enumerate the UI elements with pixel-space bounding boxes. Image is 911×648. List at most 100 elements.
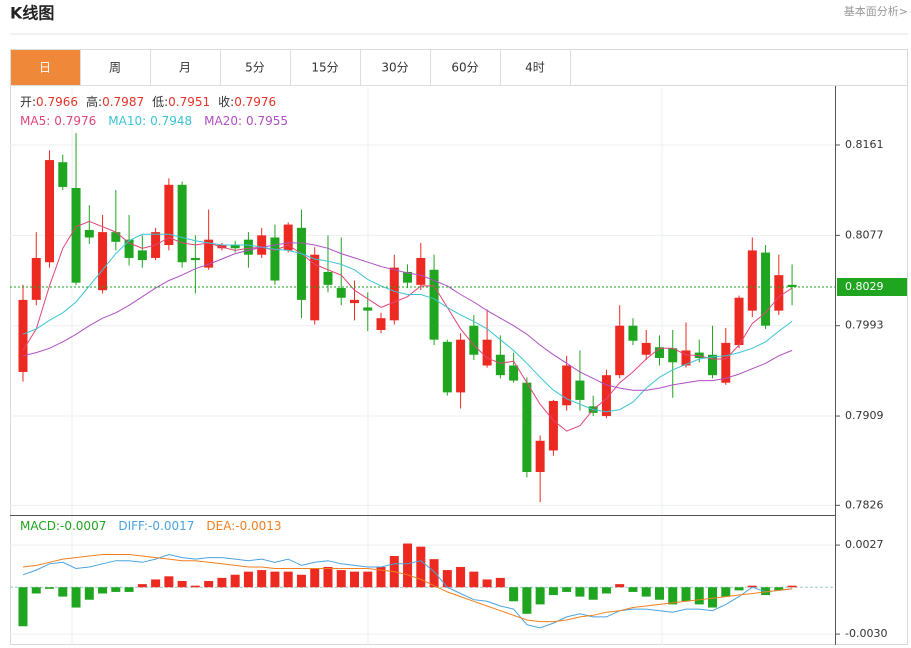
tab-bg[interactable]	[500, 49, 571, 86]
macd-bar	[641, 587, 651, 597]
page-title: K线图	[10, 4, 54, 23]
candle-body	[562, 365, 572, 406]
macd-bar	[535, 587, 545, 605]
candle-body	[522, 382, 532, 472]
macd-bar	[283, 571, 293, 588]
legend-label: MACD:	[20, 519, 60, 533]
legend-value: -0.0013	[235, 519, 281, 533]
tab-label[interactable]: 4时	[525, 61, 545, 75]
tab-label[interactable]: 5分	[245, 61, 265, 75]
macd-bar	[137, 584, 147, 588]
macd-bar	[482, 579, 492, 588]
info-value: 0.7966	[36, 95, 78, 109]
macd-bar	[615, 584, 625, 588]
y-tick-label: 0.7993	[845, 319, 884, 332]
candle-body	[84, 229, 94, 238]
legend-label: MA20:	[204, 114, 242, 128]
candle-body	[177, 184, 187, 263]
info-value: 0.7987	[102, 95, 144, 109]
candle-body	[45, 160, 55, 263]
macd-bar	[243, 571, 253, 588]
tab-bg[interactable]	[290, 49, 361, 86]
y-tick-label: 0.7909	[845, 409, 884, 422]
last-price-box	[837, 277, 907, 296]
candle-body	[641, 342, 651, 355]
candle-body	[469, 325, 479, 355]
macd-bar	[71, 587, 81, 608]
candle-body	[482, 339, 492, 366]
macd-bar	[654, 587, 664, 600]
macd-bar	[84, 587, 94, 600]
macd-bar	[376, 566, 386, 588]
candle-body	[350, 299, 359, 304]
macd-bar	[257, 570, 267, 588]
macd-bar	[124, 587, 134, 592]
candle-body	[31, 257, 41, 300]
labels: 0.78260.79090.79930.80770.81610.8029开:0.…	[20, 94, 907, 640]
macd-bar	[628, 587, 638, 592]
macd-bar	[774, 587, 784, 591]
candle-body	[283, 224, 293, 251]
candle-body	[230, 245, 240, 249]
info-label: 低:	[152, 95, 168, 109]
candle-body	[721, 342, 731, 383]
macd-bar	[217, 577, 227, 588]
fundamental-link[interactable]: 基本面分析>	[844, 4, 908, 18]
candle-body	[243, 239, 253, 255]
legend-label: MA10:	[108, 114, 146, 128]
candle-body	[747, 250, 757, 311]
legend: MA5: 0.7976 MA10: 0.7948 MA20: 0.7955	[20, 114, 288, 128]
macd-bar	[350, 571, 359, 588]
indicator-line	[22, 233, 793, 413]
info-value: 0.7976	[234, 95, 276, 109]
candle-body	[270, 237, 280, 281]
macd-bar	[548, 587, 558, 596]
candle-body	[456, 339, 466, 393]
legend-value: 0.7948	[150, 114, 192, 128]
tab-bar: 日 周 月 5分 15分 30分 60分 4时	[10, 49, 571, 86]
y-tick-label: 0.8161	[845, 138, 884, 151]
candle-body	[761, 252, 771, 326]
tab-label[interactable]: 15分	[311, 61, 338, 75]
candle-body	[111, 232, 121, 242]
candle-body	[429, 269, 439, 340]
macd-bar	[151, 579, 161, 588]
macd-bar	[177, 581, 187, 588]
indicator-line	[22, 553, 793, 629]
macd-bar	[416, 546, 426, 588]
tab-label[interactable]: 周	[109, 61, 121, 75]
macd-bar	[310, 568, 320, 588]
macd-bar	[495, 577, 505, 588]
macd-bar	[681, 587, 691, 602]
macd-bar	[204, 581, 214, 588]
candle-body	[509, 365, 519, 381]
legend-label: DEA:	[206, 519, 235, 533]
tab-label[interactable]: 30分	[381, 61, 408, 75]
candle-body	[310, 254, 320, 321]
tab-bg[interactable]	[80, 49, 151, 86]
tab-label[interactable]: 月	[179, 61, 191, 75]
candle-body	[787, 284, 797, 287]
macd-bar	[98, 587, 108, 594]
macd-bar	[429, 559, 439, 588]
candle-body	[442, 341, 452, 393]
candle-body	[58, 162, 68, 187]
candle-body	[137, 250, 147, 261]
candle-body	[204, 239, 214, 268]
macd-bar	[761, 587, 771, 596]
tab-label[interactable]: 60分	[451, 61, 478, 75]
macd-bar	[668, 587, 678, 605]
candle-body	[668, 348, 678, 363]
macd-bar	[708, 587, 718, 608]
legend-value: 0.7955	[246, 114, 288, 128]
candle-body	[217, 245, 227, 249]
legend-label: DIFF:	[118, 519, 148, 533]
y-tick-label: 0.8077	[845, 228, 884, 241]
legend-value: -0.0007	[60, 519, 106, 533]
macd-bar	[522, 587, 532, 614]
candle-body	[164, 184, 174, 246]
info-label: 开:	[20, 95, 36, 109]
tab-bg[interactable]	[10, 49, 81, 86]
macd-bar	[111, 587, 121, 592]
tab-label[interactable]: 日	[39, 61, 51, 75]
